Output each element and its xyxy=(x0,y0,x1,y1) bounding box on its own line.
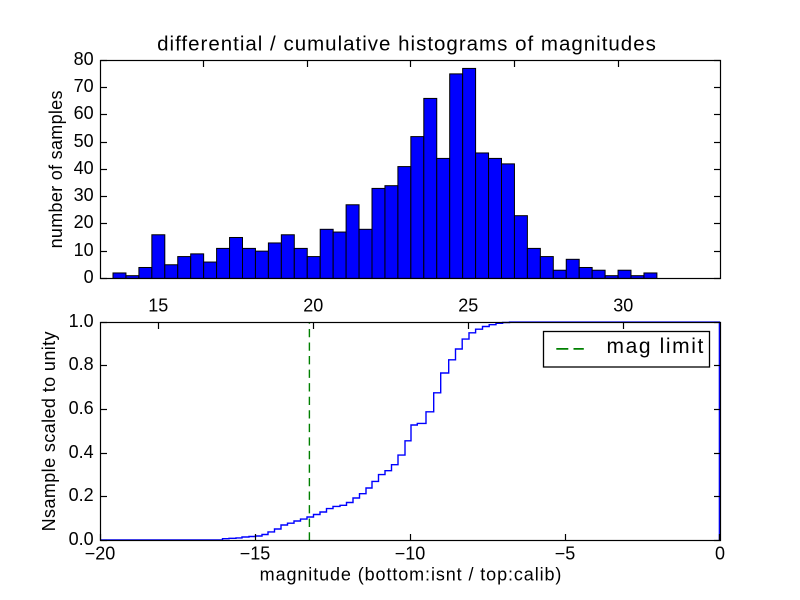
svg-text:0: 0 xyxy=(84,267,94,287)
svg-text:80: 80 xyxy=(74,49,94,69)
svg-text:1.0: 1.0 xyxy=(69,311,94,331)
svg-text:25: 25 xyxy=(458,296,478,316)
svg-text:0.0: 0.0 xyxy=(69,529,94,549)
svg-text:differential / cumulative hist: differential / cumulative histograms of … xyxy=(157,33,657,56)
svg-text:−5: −5 xyxy=(555,544,576,564)
svg-text:0.4: 0.4 xyxy=(69,442,94,462)
svg-text:60: 60 xyxy=(74,103,94,123)
svg-text:0.2: 0.2 xyxy=(69,485,94,505)
svg-text:20: 20 xyxy=(303,296,323,316)
svg-text:40: 40 xyxy=(74,158,94,178)
svg-text:0.6: 0.6 xyxy=(69,398,94,418)
svg-text:0: 0 xyxy=(715,544,725,564)
svg-text:10: 10 xyxy=(74,240,94,260)
svg-text:number of samples: number of samples xyxy=(46,90,66,248)
svg-text:mag limit: mag limit xyxy=(607,335,705,358)
svg-text:20: 20 xyxy=(74,212,94,232)
svg-text:0.8: 0.8 xyxy=(69,354,94,374)
svg-text:15: 15 xyxy=(148,296,168,316)
svg-text:−20: −20 xyxy=(85,544,116,564)
svg-text:magnitude (bottom:isnt / top:c: magnitude (bottom:isnt / top:calib) xyxy=(260,565,563,585)
svg-text:30: 30 xyxy=(74,185,94,205)
svg-text:−10: −10 xyxy=(395,544,426,564)
svg-text:Nsample scaled to unity: Nsample scaled to unity xyxy=(39,331,59,531)
svg-text:30: 30 xyxy=(613,296,633,316)
svg-text:70: 70 xyxy=(74,76,94,96)
svg-text:−15: −15 xyxy=(240,544,271,564)
svg-text:50: 50 xyxy=(74,131,94,151)
